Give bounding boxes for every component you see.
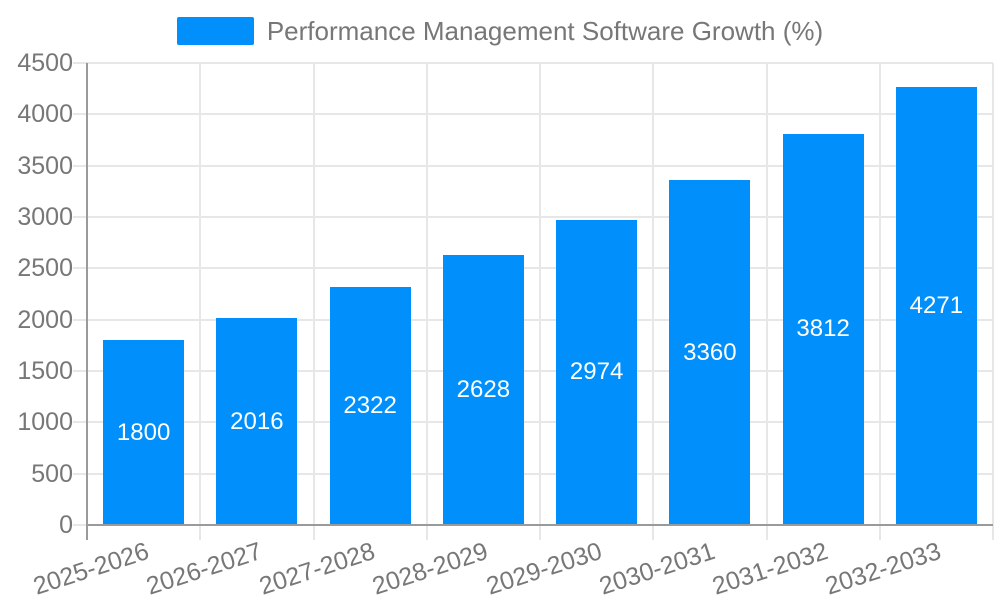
legend[interactable]: Performance Management Software Growth (… xyxy=(0,17,1000,45)
y-axis-tick xyxy=(73,370,87,372)
legend-label: Performance Management Software Growth (… xyxy=(266,16,824,46)
y-axis-tick xyxy=(73,216,87,218)
bar-value-label: 3812 xyxy=(796,315,850,343)
gridline-v xyxy=(199,63,202,540)
gridline-v xyxy=(539,63,541,540)
gridline-h xyxy=(87,113,993,116)
y-axis-label: 2500 xyxy=(17,254,73,283)
gridline-h xyxy=(87,421,993,424)
y-axis-tick xyxy=(73,113,87,116)
y-axis-tick xyxy=(73,421,87,424)
y-axis-label: 4500 xyxy=(17,49,73,77)
bar[interactable]: 2628 xyxy=(442,255,524,525)
bar[interactable]: 3360 xyxy=(669,180,751,525)
bar[interactable]: 2322 xyxy=(329,286,411,525)
gridline-v xyxy=(765,63,768,540)
gridline-v xyxy=(878,63,881,540)
bar-value-label: 2016 xyxy=(230,407,284,435)
y-axis-label: 0 xyxy=(59,511,73,539)
y-axis-line xyxy=(86,63,88,540)
y-axis-label: 1000 xyxy=(17,408,73,437)
gridline-h xyxy=(87,62,993,64)
gridline-v xyxy=(992,63,994,540)
y-axis-label: 3000 xyxy=(17,203,73,231)
gridline-h xyxy=(87,472,993,475)
bar-value-label: 2628 xyxy=(456,376,511,404)
bar[interactable]: 4271 xyxy=(895,86,977,525)
y-axis-tick xyxy=(73,267,87,270)
x-axis-line xyxy=(87,524,993,526)
bar-value-label: 2974 xyxy=(569,358,624,386)
y-axis-tick xyxy=(73,472,87,475)
gridline-h xyxy=(87,216,993,218)
gridline-v xyxy=(312,63,315,540)
bar[interactable]: 1800 xyxy=(103,340,185,525)
y-axis-label: 4000 xyxy=(17,100,73,129)
bar-value-label: 3360 xyxy=(683,338,737,366)
bar-value-label: 1800 xyxy=(116,418,171,446)
gridline-h xyxy=(87,318,993,321)
y-axis-tick xyxy=(73,524,87,526)
y-axis-tick xyxy=(73,318,87,321)
bar-value-label: 2322 xyxy=(343,391,397,419)
gridline-v xyxy=(652,63,655,540)
y-axis-label: 2000 xyxy=(17,305,73,334)
y-axis-label: 3500 xyxy=(17,151,73,180)
gridline-h xyxy=(87,164,993,167)
y-axis-tick xyxy=(73,164,87,167)
y-axis-label: 1500 xyxy=(17,357,73,385)
y-axis-tick xyxy=(73,62,87,64)
gridline-v xyxy=(425,63,428,540)
bar[interactable]: 3812 xyxy=(782,133,864,525)
gridline-h xyxy=(87,267,993,270)
gridline-h xyxy=(87,370,993,372)
bar-value-label: 4271 xyxy=(909,291,964,319)
bar[interactable]: 2974 xyxy=(556,219,638,525)
y-axis-label: 500 xyxy=(31,459,73,488)
bar[interactable]: 2016 xyxy=(216,318,298,525)
legend-swatch xyxy=(176,17,254,45)
